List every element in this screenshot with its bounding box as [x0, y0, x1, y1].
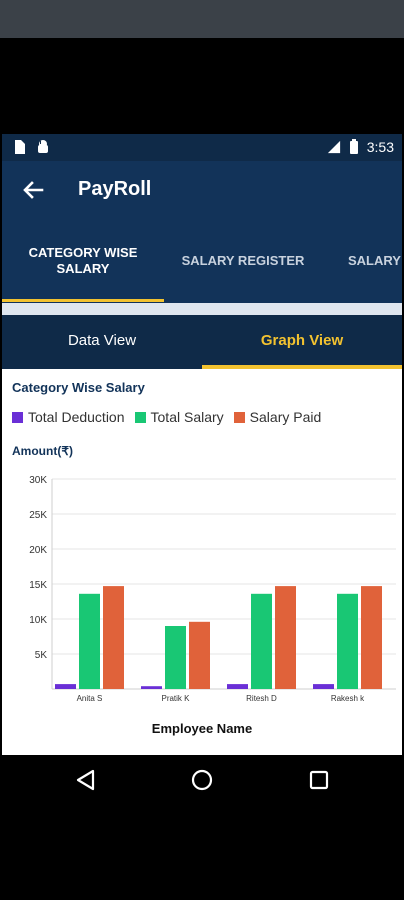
sub-tab-bar: Data View Graph View	[2, 315, 402, 369]
bar-total-deduction	[313, 684, 334, 689]
bar-salary-paid	[103, 586, 124, 689]
y-axis-label: Amount(₹)	[12, 444, 73, 458]
legend-label: Total Deduction	[28, 409, 125, 425]
bar-total-salary	[251, 593, 272, 689]
bar-total-salary	[79, 593, 100, 689]
divider	[2, 303, 402, 315]
bar-total-deduction	[227, 684, 248, 689]
sim-card-icon	[15, 140, 25, 154]
android-icon	[38, 140, 48, 153]
battery-icon	[349, 139, 358, 154]
legend-swatch	[233, 411, 245, 423]
legend-item-total-salary[interactable]: Total Salary	[134, 409, 224, 425]
app-title: PayRoll	[78, 178, 152, 200]
bar-salary-paid	[189, 621, 210, 689]
bar-total-salary	[337, 593, 358, 689]
y-tick-label: 30K	[29, 475, 47, 486]
bar-total-deduction	[141, 686, 162, 689]
bar-chart: 5K 10K 15K 20K 25K 30K Anita S Pratik K Ritesh D…	[29, 475, 396, 703]
status-bar: 3:53	[2, 134, 402, 161]
system-nav-bar	[0, 755, 404, 802]
main-tab-indicator	[2, 299, 164, 302]
x-axis-label: Employee Name	[151, 721, 253, 736]
y-tick-label: 5K	[35, 650, 48, 661]
signal-icon	[327, 140, 340, 154]
tab-salary-register[interactable]: SALARY REGISTER	[181, 253, 305, 268]
back-nav-icon[interactable]	[73, 767, 99, 793]
tab-salary-outstanding[interactable]: SALARY OUTSTA	[348, 253, 402, 268]
y-tick-label: 10K	[29, 615, 47, 626]
legend-swatch	[12, 411, 23, 423]
x-tick-label: Pratik K	[161, 694, 190, 703]
chart-title: Category Wise Salary	[12, 380, 145, 395]
y-tick-label: 20K	[29, 545, 47, 556]
chart-panel: Category Wise Salary Total Deduction Tot…	[2, 369, 402, 755]
x-tick-label: Rakesh k	[331, 694, 365, 703]
legend-item-salary-paid[interactable]: Salary Paid	[233, 409, 322, 425]
legend-label: Total Salary	[150, 409, 224, 425]
legend-item-total-deduction[interactable]: Total Deduction	[12, 409, 125, 425]
top-band	[0, 0, 404, 38]
x-tick-label: Ritesh D	[246, 694, 277, 703]
bar-salary-paid	[275, 586, 296, 689]
app-screen: 3:53 PayRoll CATEGORY WISE SALARY SALARY…	[2, 134, 402, 755]
chart-legend: Total Deduction Total Salary Salary Paid	[12, 409, 321, 425]
tab-graph-view[interactable]: Graph View	[260, 331, 344, 349]
recents-nav-icon[interactable]	[306, 767, 332, 793]
main-tab-bar: CATEGORY WISE SALARY SALARY REGISTER SAL…	[2, 219, 402, 303]
tab-data-view[interactable]: Data View	[67, 331, 137, 349]
home-nav-icon[interactable]	[189, 767, 215, 793]
legend-swatch	[134, 411, 146, 423]
y-tick-label: 25K	[29, 510, 47, 521]
status-time: 3:53	[366, 139, 394, 155]
tab-category-wise-salary[interactable]: CATEGORY WISE SALARY	[28, 245, 138, 276]
arrow-back-icon[interactable]	[18, 175, 48, 205]
bar-salary-paid	[361, 586, 382, 689]
y-tick-label: 15K	[29, 580, 47, 591]
legend-label: Salary Paid	[249, 409, 322, 425]
x-tick-label: Anita S	[77, 694, 103, 703]
sub-tab-indicator	[202, 365, 402, 369]
app-bar: PayRoll	[2, 161, 402, 219]
bar-total-deduction	[55, 684, 76, 689]
bar-total-salary	[165, 626, 186, 689]
